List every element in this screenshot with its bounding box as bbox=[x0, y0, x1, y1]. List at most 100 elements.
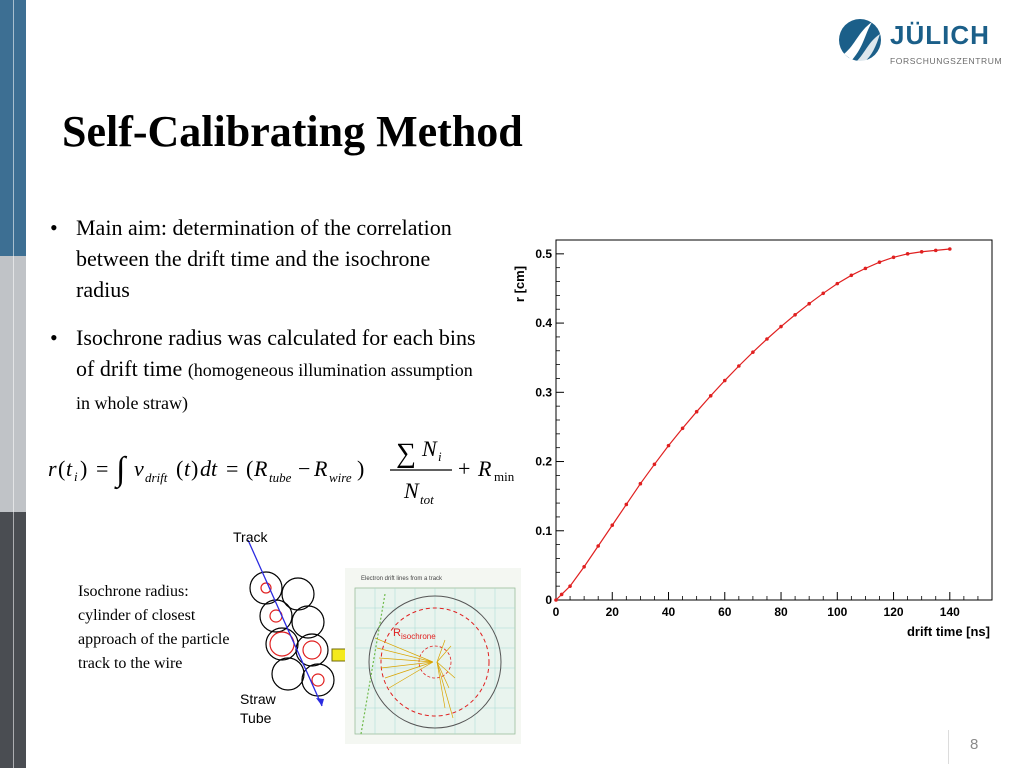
svg-text:wire: wire bbox=[329, 470, 352, 485]
y-axis-label: r [cm] bbox=[512, 266, 527, 302]
svg-text:): ) bbox=[357, 456, 364, 481]
bullet-text: Isochrone radius was calculated for each… bbox=[76, 325, 476, 381]
y-tick-label: 0.1 bbox=[535, 524, 552, 538]
data-point bbox=[610, 523, 615, 528]
slide-title: Self-Calibrating Method bbox=[62, 107, 523, 156]
data-point bbox=[793, 312, 797, 317]
svg-text:∑: ∑ bbox=[396, 438, 416, 469]
x-tick-label: 20 bbox=[606, 605, 620, 619]
svg-text:R: R bbox=[477, 456, 492, 481]
electron-drift-simulation: Electron drift lines from a track R isoc… bbox=[345, 568, 521, 744]
bullet-note: (homogeneous illumination assumption in … bbox=[76, 360, 473, 413]
svg-text:−: − bbox=[298, 456, 310, 481]
data-point bbox=[694, 409, 699, 414]
x-tick-label: 140 bbox=[940, 605, 960, 619]
svg-text:r: r bbox=[48, 456, 57, 481]
svg-text:N: N bbox=[421, 436, 438, 461]
x-tick-label: 80 bbox=[774, 605, 788, 619]
y-tick-label: 0 bbox=[545, 593, 552, 607]
juelich-logo-icon bbox=[839, 19, 881, 62]
svg-text:tot: tot bbox=[420, 492, 434, 507]
chart-svg: 0 20 40 60 80 100 120 140 0 0.1 0.2 0.3 0.4 0.5 drift… bbox=[512, 239, 993, 639]
data-point bbox=[933, 248, 938, 253]
x-tick-label: 0 bbox=[553, 605, 560, 619]
data-point bbox=[652, 462, 657, 467]
r-isochrone-label: R bbox=[393, 627, 401, 639]
data-point bbox=[877, 260, 882, 264]
data-point bbox=[807, 301, 811, 306]
data-point bbox=[680, 426, 685, 431]
bullet-text: Main aim: determination of the correlati… bbox=[76, 215, 452, 302]
y-tick-label: 0.5 bbox=[535, 247, 552, 261]
svg-text:): ) bbox=[191, 456, 198, 481]
data-point bbox=[948, 247, 952, 251]
data-point bbox=[624, 502, 629, 507]
svg-text:i: i bbox=[74, 469, 78, 484]
svg-text:t: t bbox=[66, 456, 73, 481]
x-tick-label: 120 bbox=[884, 605, 904, 619]
data-point bbox=[596, 544, 600, 548]
bullet-item-main-aim: Main aim: determination of the correlati… bbox=[46, 212, 486, 305]
logo-name: JÜLICH bbox=[890, 20, 990, 50]
svg-text:v: v bbox=[134, 456, 144, 481]
svg-text:(: ( bbox=[176, 456, 183, 481]
svg-text:tube: tube bbox=[269, 470, 292, 485]
page-number-divider bbox=[948, 730, 949, 764]
straw-label-line-2: Tube bbox=[240, 710, 272, 726]
svg-text:min: min bbox=[494, 469, 515, 484]
data-point bbox=[779, 324, 783, 329]
data-point bbox=[554, 598, 558, 602]
logo-subtitle: FORSCHUNGSZENTRUM bbox=[890, 56, 1003, 66]
svg-text:i: i bbox=[438, 449, 442, 464]
x-axis-label: drift time [ns] bbox=[907, 624, 990, 639]
data-point bbox=[737, 364, 741, 368]
sidebar-divider bbox=[13, 0, 14, 768]
data-point bbox=[559, 592, 564, 597]
data-point bbox=[905, 252, 910, 256]
data-point bbox=[863, 266, 868, 271]
data-point bbox=[835, 281, 840, 286]
svg-text:drift: drift bbox=[145, 470, 168, 485]
svg-text:N: N bbox=[403, 478, 420, 503]
svg-text:=: = bbox=[96, 456, 108, 481]
bullet-list: Main aim: determination of the correlati… bbox=[46, 212, 486, 436]
straw-label-line-1: Straw bbox=[240, 691, 276, 707]
svg-text:t: t bbox=[184, 456, 191, 481]
simulation-title: Electron drift lines from a track bbox=[361, 576, 443, 582]
track-label: Track bbox=[233, 529, 268, 545]
svg-text:): ) bbox=[80, 456, 87, 481]
juelich-logo: JÜLICH FORSCHUNGSZENTRUM bbox=[838, 14, 1008, 74]
data-point bbox=[708, 393, 713, 398]
plot-frame bbox=[555, 239, 993, 601]
svg-text:(: ( bbox=[58, 456, 65, 481]
drift-formula: r ( t i ) = ∫ v drift ( t ) dt = ( R tub… bbox=[48, 430, 538, 514]
x-tick-label: 40 bbox=[662, 605, 676, 619]
page-number: 8 bbox=[970, 736, 979, 753]
svg-text:+: + bbox=[458, 456, 470, 481]
data-point bbox=[638, 481, 643, 486]
data-point bbox=[849, 273, 854, 278]
series-line bbox=[555, 248, 950, 601]
chart-ticks: 0 20 40 60 80 100 120 140 0 0.1 0.2 0.3 0.4 0.5 bbox=[535, 247, 993, 619]
chart-series bbox=[554, 247, 952, 602]
isochrone-caption: Isochrone radius: cylinder of closest ap… bbox=[78, 583, 230, 672]
y-tick-label: 0.2 bbox=[535, 455, 552, 469]
data-point bbox=[568, 584, 572, 588]
svg-text:R: R bbox=[313, 456, 328, 481]
data-point bbox=[582, 564, 586, 569]
straw-tube-label: Straw Tube bbox=[240, 690, 276, 728]
chart-axes bbox=[555, 239, 993, 601]
x-tick-label: 60 bbox=[718, 605, 732, 619]
data-point bbox=[751, 350, 755, 354]
x-tick-label: 100 bbox=[827, 605, 847, 619]
y-tick-label: 0.3 bbox=[535, 385, 552, 399]
svg-text:∫: ∫ bbox=[114, 451, 128, 490]
data-point bbox=[919, 249, 924, 254]
svg-text:R: R bbox=[253, 456, 268, 481]
data-point bbox=[722, 378, 727, 383]
svg-text:(: ( bbox=[246, 456, 253, 481]
data-point bbox=[821, 291, 826, 296]
svg-text:=: = bbox=[226, 456, 238, 481]
svg-text:dt: dt bbox=[200, 456, 218, 481]
drift-time-radius-chart: 0 20 40 60 80 100 120 140 0 0.1 0.2 0.3 0.4 0.5 drift… bbox=[508, 228, 1008, 648]
